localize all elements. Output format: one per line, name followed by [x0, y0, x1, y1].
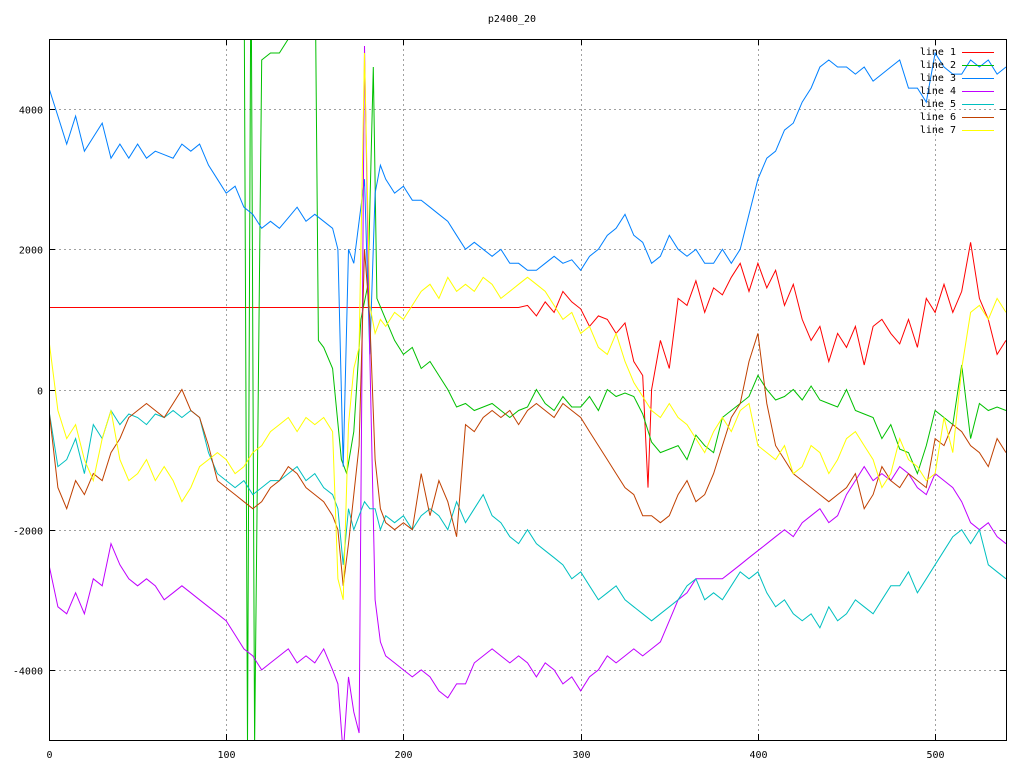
series-line-7 [49, 52, 1007, 600]
series-lines [49, 39, 1007, 741]
legend-label: line 7 [920, 125, 956, 136]
grid-lines [49, 39, 1006, 740]
series-line-5 [49, 409, 1007, 629]
y-tick-label: 0 [37, 387, 43, 398]
series-line-3 [49, 51, 1007, 467]
legend-label: line 3 [920, 73, 956, 84]
x-tick-label: 200 [394, 750, 412, 761]
series-line-4 [49, 45, 1007, 741]
x-tick-label: 500 [926, 750, 944, 761]
y-tick-label: 2000 [19, 246, 43, 257]
y-tick-label: -4000 [13, 667, 43, 678]
x-tick-label: 0 [46, 750, 52, 761]
series-line-6 [49, 249, 1007, 586]
y-tick-label: -2000 [13, 527, 43, 538]
x-tick-label: 400 [749, 750, 767, 761]
legend-label: line 1 [920, 47, 956, 58]
chart-title: p2400_20 [488, 14, 536, 25]
series-line-1 [49, 242, 1007, 488]
x-tick-label: 100 [217, 750, 235, 761]
legend-label: line 5 [920, 99, 956, 110]
legend: line 1 line 2 line 3 line 4 line 5 line 6 line… [920, 47, 994, 136]
axis-ticks: 0 100 200 300 400 500 -4000 -2000 0 2000 4000 [13, 39, 1006, 761]
plot-frame [49, 39, 1007, 741]
legend-label: line 6 [920, 112, 956, 123]
series-line-2 [243, 39, 1007, 741]
legend-label: line 2 [920, 60, 956, 71]
y-tick-label: 4000 [19, 106, 43, 117]
x-tick-label: 300 [572, 750, 590, 761]
legend-label: line 4 [920, 86, 956, 97]
